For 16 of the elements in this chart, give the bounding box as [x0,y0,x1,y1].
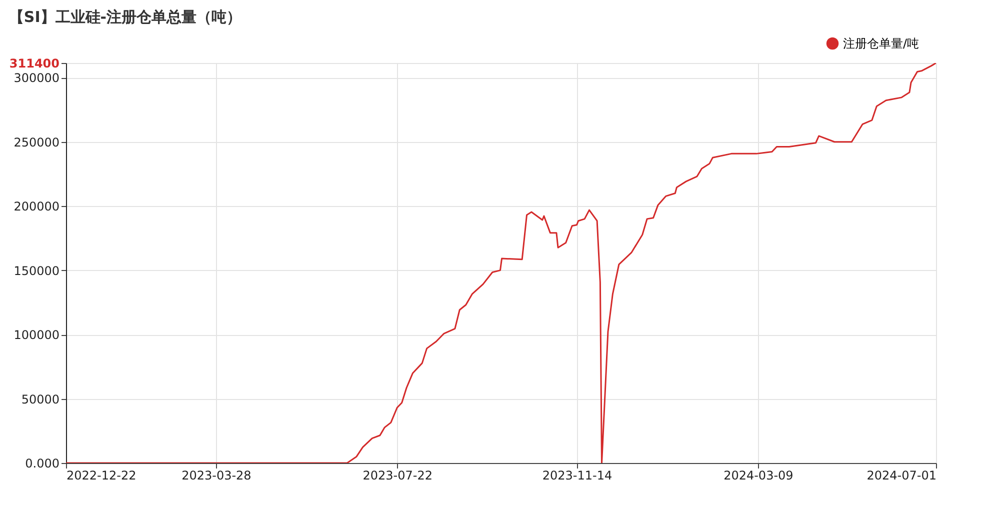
x-tick-label: 2023-07-22 [362,468,433,482]
y-tick-label: 300000 [14,71,60,86]
x-tick-label: 2022-12-22 [66,468,136,482]
chart-title: 【SI】工业硅-注册仓单总量（吨） [8,8,242,26]
x-tick-label: 2023-03-28 [182,468,252,482]
y-tick-label: 200000 [14,200,60,214]
legend-label: 注册仓单量/吨 [843,36,920,50]
y-tick-label: 311400 [9,56,60,70]
y-tick-label: 50000 [21,392,60,406]
x-tick-label: 2024-07-01 [866,468,936,482]
x-tick-label: 2024-03-09 [724,468,794,482]
x-tick-label: 2023-11-14 [542,468,612,482]
y-tick-label: 0.000 [25,456,60,470]
y-tick-label: 100000 [14,328,60,342]
y-tick-label: 250000 [14,135,60,150]
y-tick-label: 150000 [14,264,60,278]
